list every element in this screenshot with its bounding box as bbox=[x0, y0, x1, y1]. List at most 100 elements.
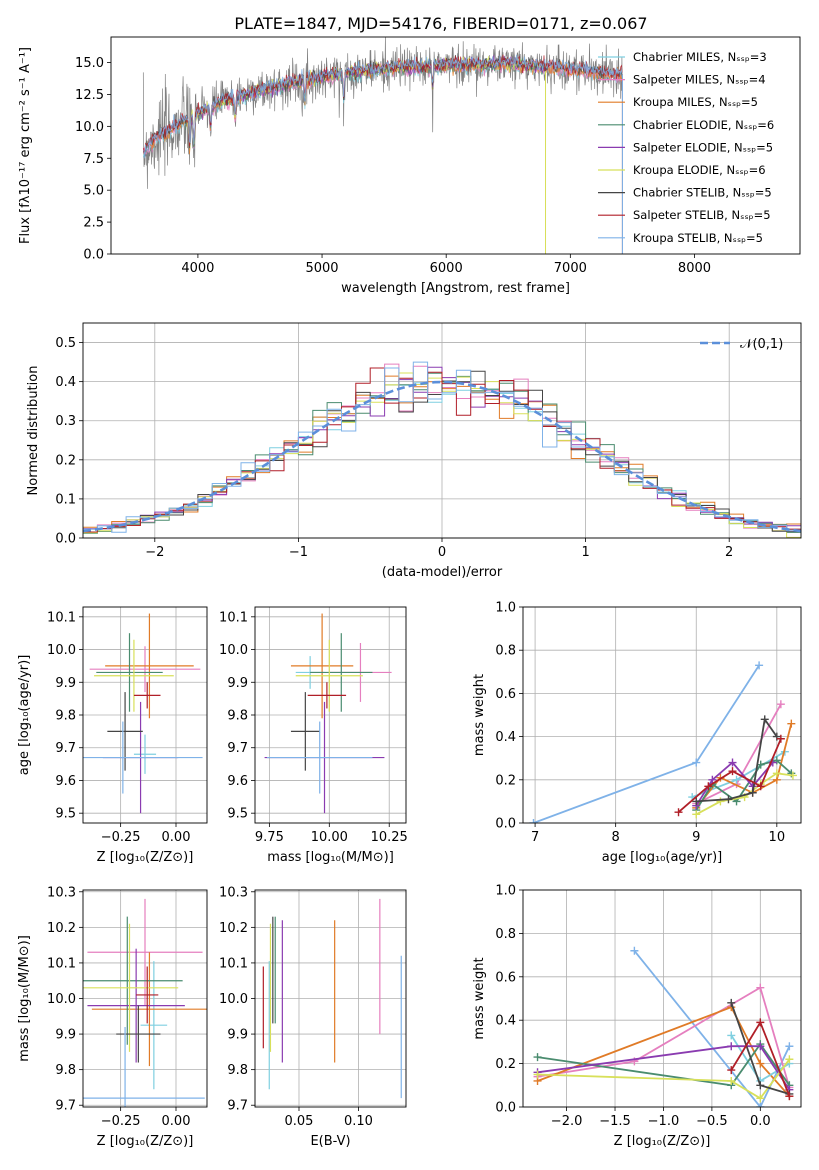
y-tick-label: 0.8 bbox=[495, 644, 516, 659]
series-marker bbox=[772, 769, 781, 778]
y-tick-label: 0.5 bbox=[55, 336, 76, 351]
x-tick-label: 10.00 bbox=[311, 830, 348, 845]
y-tick-label: 10.3 bbox=[219, 885, 248, 900]
y-tick-label: 0.3 bbox=[55, 414, 76, 429]
axes-frame bbox=[254, 889, 407, 1108]
axes-frame bbox=[522, 889, 802, 1108]
normal-reference-curve bbox=[83, 380, 801, 533]
y-tick-label: 12.5 bbox=[75, 88, 104, 103]
y-tick-label: 0.1 bbox=[55, 492, 76, 507]
errorbar-kroupa-elodie bbox=[295, 639, 363, 712]
y-tick-label: 0.4 bbox=[55, 375, 76, 390]
x-tick-label: 4000 bbox=[181, 261, 214, 276]
series-line bbox=[537, 986, 791, 1088]
x-tick-label: 0 bbox=[438, 545, 446, 560]
errorbar-kroupa-elodie bbox=[83, 923, 179, 1052]
data-spectrum bbox=[142, 37, 623, 189]
y-tick-label: 0.2 bbox=[495, 1057, 516, 1072]
y-tick-label: 0.0 bbox=[495, 1101, 516, 1116]
x-tick-label: 0.00 bbox=[162, 830, 191, 845]
series-marker bbox=[756, 983, 765, 992]
y-tick-label: 10.0 bbox=[47, 643, 76, 658]
y-axis-label: mass weight bbox=[472, 674, 487, 756]
series-marker bbox=[785, 1055, 794, 1064]
series-marker bbox=[756, 1103, 765, 1107]
series-line bbox=[537, 1058, 791, 1100]
x-tick-label: −0.25 bbox=[101, 830, 141, 845]
errorbar-chabrier-stelib bbox=[107, 692, 143, 771]
series-marker bbox=[756, 1042, 765, 1051]
x-tick-label: 7000 bbox=[554, 261, 587, 276]
axes-frame bbox=[522, 606, 802, 824]
series-marker bbox=[756, 1081, 765, 1090]
series-chabrier-stelib bbox=[692, 715, 781, 806]
y-tick-label: 9.7 bbox=[55, 1099, 76, 1114]
x-tick-label: −0.25 bbox=[101, 1114, 141, 1129]
y-tick-label: 9.5 bbox=[227, 807, 248, 822]
y-tick-label: 9.7 bbox=[227, 1099, 248, 1114]
series-salpeter-stelib bbox=[674, 734, 785, 817]
errorbar-chabrier-elodie bbox=[83, 916, 183, 1045]
series-marker bbox=[772, 756, 781, 765]
plot-area bbox=[83, 898, 207, 1107]
errorbar-salpeter-miles bbox=[87, 898, 203, 1006]
series-marker bbox=[716, 797, 725, 806]
y-tick-label: 7.5 bbox=[83, 152, 104, 167]
x-tick-label: 10 bbox=[769, 830, 786, 845]
x-tick-label: −1.0 bbox=[648, 1114, 680, 1129]
series-marker bbox=[724, 795, 733, 804]
x-axis-label: Z [log₁₀(Z/Z⊙)] bbox=[97, 1134, 194, 1149]
series-marker bbox=[692, 810, 701, 819]
y-tick-label: 0.6 bbox=[495, 687, 516, 702]
plot-area bbox=[262, 898, 402, 1099]
series-line bbox=[633, 950, 791, 1107]
x-tick-label: 7 bbox=[531, 830, 539, 845]
series-marker bbox=[772, 732, 781, 741]
histogram-chabrier-stelib bbox=[83, 370, 801, 533]
x-axis-label: wavelength [Angstrom, rest frame] bbox=[341, 281, 570, 296]
x-axis-label: E(B-V) bbox=[310, 1134, 350, 1149]
panel-weight-vs-age: 7 8 9 10 0.0 0.2 0.4 0.6 0.8 1.0 age [log₁₀(age/yr… bbox=[472, 601, 802, 865]
y-tick-label: 10.3 bbox=[47, 885, 76, 900]
series-marker bbox=[708, 775, 717, 784]
errorbar-chabrier-stelib bbox=[290, 692, 320, 771]
legend-label: Chabrier ELODIE, Nₛₛₚ=6 bbox=[633, 118, 774, 132]
series-marker bbox=[674, 808, 683, 817]
x-tick-label: 8 bbox=[612, 830, 620, 845]
legend-label: Salpeter MILES, Nₛₛₚ=4 bbox=[633, 73, 766, 87]
y-tick-label: 10.0 bbox=[219, 992, 248, 1007]
model-spectrum-kroupa-stelib bbox=[143, 54, 623, 159]
x-tick-label: −2 bbox=[145, 545, 164, 560]
x-tick-label: 6000 bbox=[430, 261, 463, 276]
series-marker bbox=[727, 1076, 736, 1085]
figure-title: PLATE=1847, MJD=54176, FIBERID=0171, z=0… bbox=[234, 14, 647, 33]
errorbar-kroupa-miles bbox=[290, 613, 354, 719]
plot-area bbox=[264, 613, 392, 814]
y-tick-label: 9.8 bbox=[227, 709, 248, 724]
series-marker bbox=[533, 1070, 542, 1079]
panel-mass-vs-ebv: 0.05 0.10 9.7 9.8 9.9 10.0 10.1 10.2 10.3 E(B-V) bbox=[219, 885, 407, 1149]
series-marker bbox=[756, 1018, 765, 1027]
y-tick-label: 0.0 bbox=[495, 817, 516, 832]
y-tick-label: 9.9 bbox=[227, 1028, 248, 1043]
series-marker bbox=[760, 715, 769, 724]
y-tick-label: 0.0 bbox=[83, 248, 104, 263]
plot-area bbox=[533, 946, 794, 1107]
x-axis-label: (data-model)/error bbox=[382, 565, 503, 580]
plot-area bbox=[83, 613, 203, 814]
x-tick-label: 0.0 bbox=[750, 1114, 771, 1129]
series-marker bbox=[787, 719, 796, 728]
axes-frame bbox=[82, 889, 208, 1108]
series-marker bbox=[727, 998, 736, 1007]
y-tick-label: 9.9 bbox=[55, 676, 76, 691]
y-tick-label: 0.4 bbox=[495, 730, 516, 745]
y-tick-label: 10.1 bbox=[219, 956, 248, 971]
x-tick-label: 9 bbox=[692, 830, 700, 845]
series-marker bbox=[748, 788, 757, 797]
plot-area bbox=[83, 361, 801, 538]
x-tick-label: 1 bbox=[581, 545, 589, 560]
y-tick-label: 10.2 bbox=[47, 921, 76, 936]
axes-frame bbox=[82, 322, 802, 539]
y-tick-label: 9.5 bbox=[55, 807, 76, 822]
errorbar-kroupa-miles bbox=[91, 952, 207, 1067]
